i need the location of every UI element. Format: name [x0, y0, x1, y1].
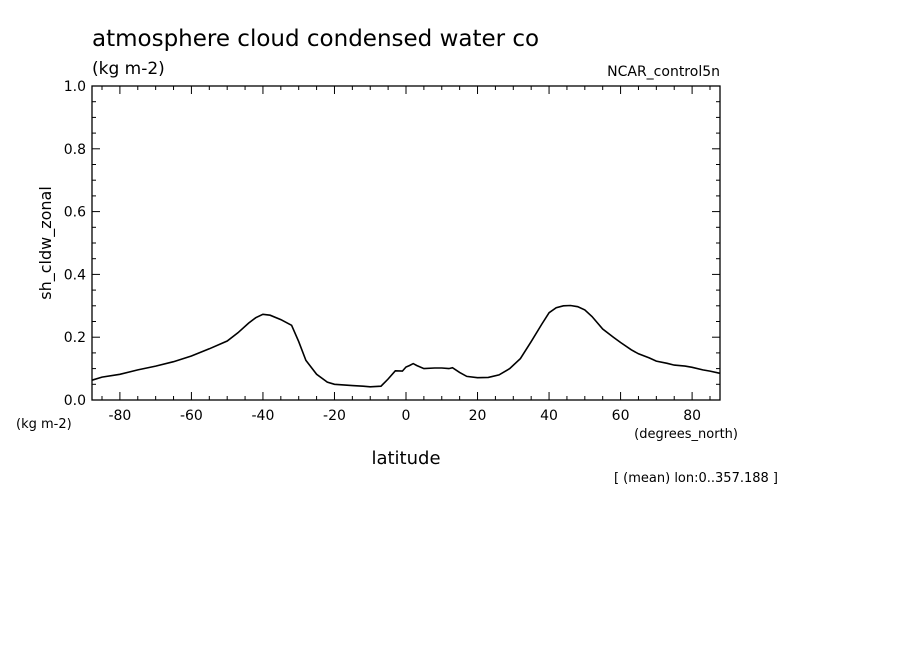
y-axis: 0.0 0.2 0.4 0.6 0.8 1.0 [64, 79, 720, 409]
y-tick-label: 0.2 [64, 330, 86, 346]
y-axis-units: (kg m-2) [16, 417, 72, 432]
plot-frame [91, 85, 721, 401]
y-tick-label: 0.4 [64, 267, 86, 283]
x-tick-label: 80 [683, 408, 701, 424]
chart-subtitle: (kg m-2) [92, 59, 165, 79]
x-tick-label: 60 [612, 408, 630, 424]
chart-title: atmosphere cloud condensed water co [92, 26, 539, 52]
x-tick-label: 40 [540, 408, 558, 424]
run-label: NCAR_control5n [607, 64, 720, 80]
y-tick-label: 0.8 [64, 142, 86, 158]
series-line [91, 304, 721, 388]
y-tick-label: 0.0 [64, 393, 86, 409]
averaging-note: [ (mean) lon:0..357.188 ] [614, 471, 778, 486]
x-axis-units: (degrees_north) [634, 427, 738, 442]
x-tick-label: 0 [402, 408, 411, 424]
y-tick-label: 0.6 [64, 205, 86, 221]
x-tick-label: 20 [469, 408, 487, 424]
x-axis: -80 -60 -40 -20 0 20 40 60 80 [101, 86, 711, 424]
x-tick-label: -80 [108, 408, 131, 424]
y-tick-label: 1.0 [64, 79, 86, 95]
x-axis-title: latitude [371, 448, 440, 469]
x-tick-label: -20 [323, 408, 346, 424]
y-axis-title: sh_cldw_zonal [36, 186, 56, 300]
x-tick-label: -40 [252, 408, 275, 424]
x-tick-label: -60 [180, 408, 203, 424]
